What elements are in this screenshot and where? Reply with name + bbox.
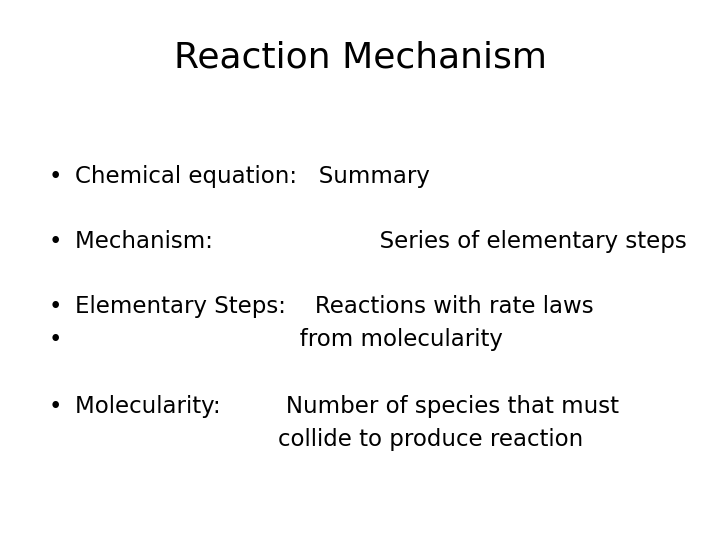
Text: Elementary Steps:    Reactions with rate laws: Elementary Steps: Reactions with rate la… [75, 295, 593, 318]
Text: Mechanism:                       Series of elementary steps: Mechanism: Series of elementary steps [75, 230, 687, 253]
Text: from molecularity: from molecularity [75, 328, 503, 351]
Text: Reaction Mechanism: Reaction Mechanism [174, 41, 546, 75]
Text: •: • [48, 328, 62, 351]
Text: collide to produce reaction: collide to produce reaction [75, 428, 583, 451]
Text: •: • [48, 165, 62, 188]
Text: •: • [48, 395, 62, 418]
Text: Chemical equation:   Summary: Chemical equation: Summary [75, 165, 430, 188]
Text: •: • [48, 295, 62, 318]
Text: Molecularity:         Number of species that must: Molecularity: Number of species that mus… [75, 395, 619, 418]
Text: •: • [48, 230, 62, 253]
